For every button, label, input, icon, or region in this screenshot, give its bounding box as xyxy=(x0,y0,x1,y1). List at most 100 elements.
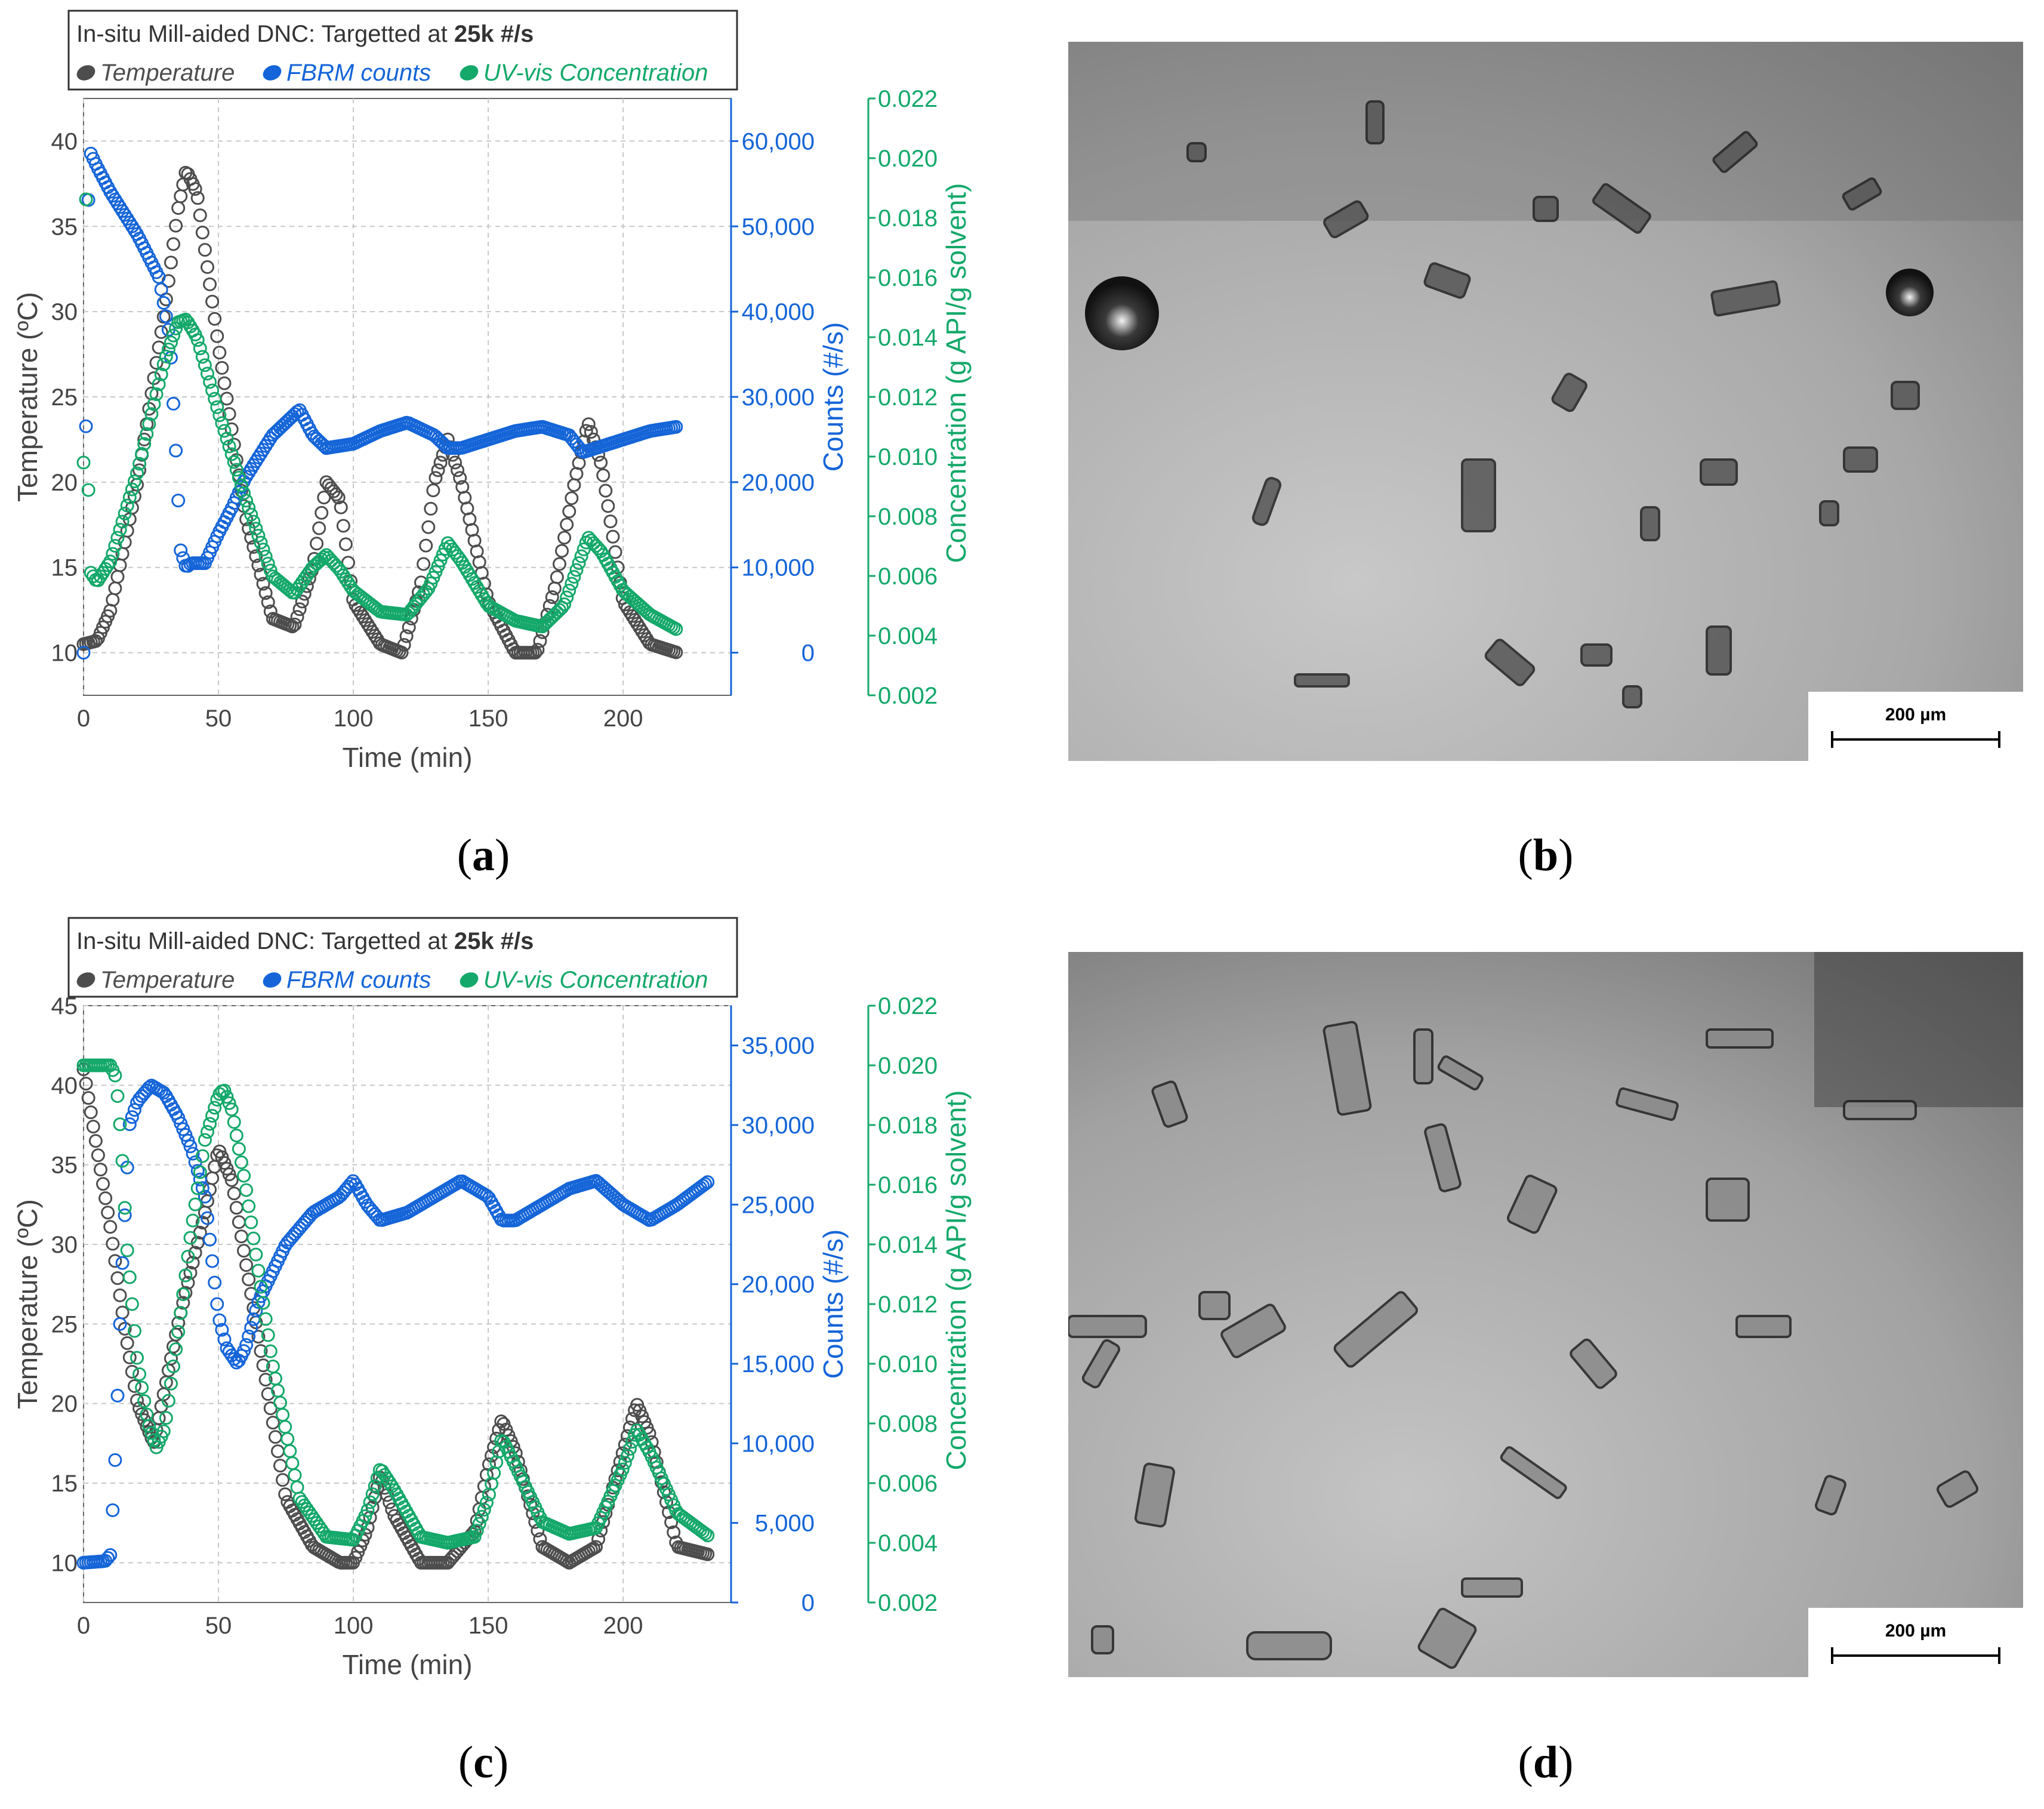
data-point xyxy=(244,1215,258,1229)
data-point xyxy=(242,1329,256,1343)
data-point xyxy=(258,550,273,563)
data-point xyxy=(334,500,348,514)
data-point xyxy=(531,643,545,657)
data-point xyxy=(135,446,149,461)
y-right1-tick-label: 25,000 xyxy=(742,1192,815,1218)
data-point xyxy=(417,557,431,571)
data-point xyxy=(132,457,147,471)
y-right2-axis-label: Concentration (g API/g solvent) xyxy=(941,183,972,563)
data-point xyxy=(242,1272,256,1287)
data-point xyxy=(278,1487,292,1502)
data-point xyxy=(246,1231,261,1246)
data-point xyxy=(315,506,329,520)
data-point xyxy=(120,498,134,513)
data-point xyxy=(159,349,173,363)
y-left-tick-label: 20 xyxy=(51,470,78,496)
data-point xyxy=(190,1181,205,1195)
y-right2-tick-label: 0.018 xyxy=(878,205,938,232)
data-point xyxy=(167,328,181,343)
data-point xyxy=(576,542,591,556)
data-point xyxy=(142,1419,156,1433)
x-tick-label: 0 xyxy=(77,705,90,732)
data-point xyxy=(205,383,220,397)
data-point xyxy=(178,312,193,326)
x-tick-label: 200 xyxy=(603,1613,643,1639)
data-point xyxy=(108,1254,122,1268)
data-point xyxy=(169,218,183,233)
data-point xyxy=(217,1083,232,1098)
x-tick-label: 100 xyxy=(334,705,374,732)
data-point xyxy=(201,1211,215,1225)
data-point xyxy=(193,341,207,356)
data-point xyxy=(101,1551,115,1565)
data-point xyxy=(470,1524,484,1538)
data-point xyxy=(669,420,683,434)
data-point xyxy=(569,563,584,577)
data-point xyxy=(669,645,683,660)
data-point xyxy=(424,501,438,516)
data-point xyxy=(106,547,120,561)
data-point xyxy=(167,1359,181,1373)
data-point xyxy=(113,1317,127,1331)
data-point xyxy=(565,577,579,591)
y-right2-tick-label: 0.006 xyxy=(878,1471,938,1497)
data-point xyxy=(594,455,608,470)
y-right1-axis-label: Counts (#/s) xyxy=(818,1229,849,1379)
micrograph-b: 200 µm xyxy=(1068,42,2023,761)
data-point xyxy=(528,646,542,660)
data-point xyxy=(667,1525,681,1539)
data-point xyxy=(271,423,285,437)
y-right2-tick-label: 0.010 xyxy=(878,444,938,470)
y-left-tick-label: 15 xyxy=(51,1471,78,1497)
data-point xyxy=(159,309,173,323)
data-point xyxy=(304,562,319,576)
data-point xyxy=(81,483,95,497)
y-right1-tick-label: 60,000 xyxy=(742,128,815,155)
micrograph-d: 200 µm xyxy=(1068,952,2023,1677)
data-point xyxy=(156,358,171,372)
data-point xyxy=(156,1424,171,1438)
data-point xyxy=(198,243,212,257)
data-point xyxy=(193,1172,207,1187)
data-point xyxy=(115,514,130,529)
data-point xyxy=(208,392,222,406)
data-point xyxy=(360,1503,375,1517)
data-point xyxy=(234,478,248,492)
data-point xyxy=(174,1306,188,1320)
data-point xyxy=(195,226,209,240)
data-point xyxy=(122,1350,137,1364)
data-point xyxy=(108,539,122,553)
data-point xyxy=(137,437,152,451)
data-point xyxy=(203,375,217,389)
legend: In-situ Mill-aided DNC: Targetted at 25k… xyxy=(67,10,738,91)
y-left-tick-label: 10 xyxy=(51,640,78,667)
data-point xyxy=(618,1456,632,1470)
data-point xyxy=(113,1288,127,1302)
data-point xyxy=(295,1495,309,1509)
data-point xyxy=(312,434,326,448)
data-point xyxy=(140,427,154,441)
data-point xyxy=(453,471,467,485)
data-point xyxy=(302,1505,316,1520)
scale-bar-line xyxy=(1832,738,1999,741)
legend-marker xyxy=(76,65,95,81)
data-point xyxy=(242,501,256,515)
data-point xyxy=(195,350,209,364)
data-point xyxy=(152,270,166,284)
data-point xyxy=(164,1376,178,1391)
data-point xyxy=(127,474,141,488)
data-point xyxy=(132,1367,147,1381)
data-point xyxy=(130,1351,144,1365)
scale-bar-tick-right xyxy=(1998,731,2000,748)
scale-bar-d: 200 µm xyxy=(1808,1608,2023,1677)
data-point xyxy=(601,499,615,513)
data-point xyxy=(193,208,207,223)
data-point xyxy=(210,400,224,414)
data-point xyxy=(292,1491,307,1506)
data-point xyxy=(338,537,353,551)
data-point xyxy=(370,1471,384,1485)
data-point xyxy=(258,1312,273,1326)
data-point xyxy=(397,638,411,652)
data-point xyxy=(186,1147,200,1161)
data-point xyxy=(242,1199,256,1213)
